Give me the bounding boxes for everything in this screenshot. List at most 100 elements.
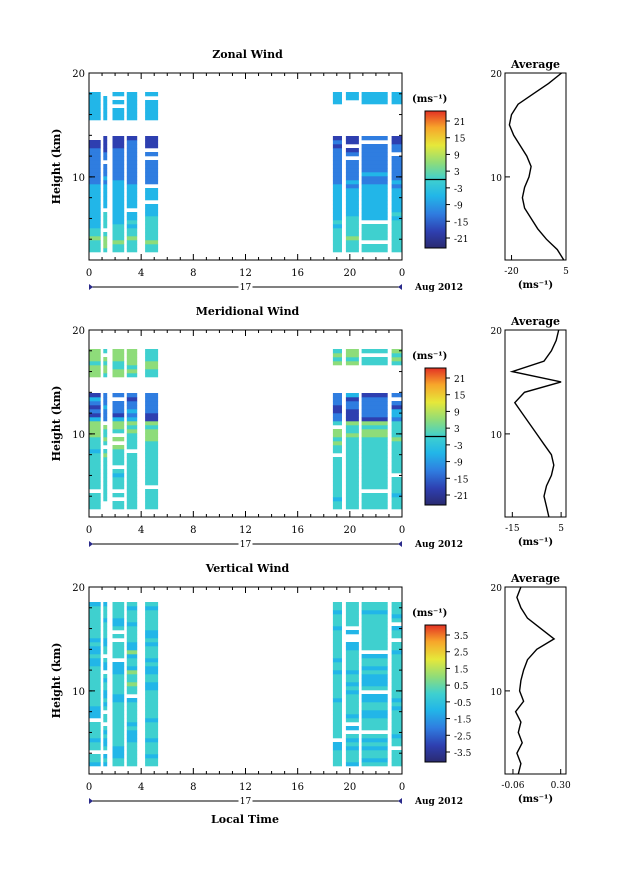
colorbar-tick-label: -21 (454, 492, 469, 502)
heatmap-cell (89, 477, 101, 482)
heatmap-cell (361, 136, 388, 141)
heatmap-cell (361, 232, 388, 237)
heatmap-cell (89, 606, 101, 611)
heatmap-cell (332, 188, 342, 193)
heatmap-cell (103, 658, 108, 663)
heatmap-cell (112, 393, 125, 398)
heatmap-cell (391, 216, 402, 221)
heatmap-cell (126, 750, 138, 755)
heatmap-cell (103, 634, 108, 639)
heatmap-cell (112, 734, 125, 739)
colorbar-tick-label: 9 (454, 151, 460, 161)
heatmap-cell (145, 441, 159, 446)
heatmap-cell (332, 172, 342, 177)
heatmap-cell (391, 626, 402, 631)
heatmap-cell (332, 349, 342, 354)
heatmap-cell (391, 485, 402, 490)
heatmap-cell (112, 148, 125, 153)
heatmap-cell (391, 433, 402, 438)
heatmap-cell (345, 473, 359, 478)
heatmap-cell (345, 212, 359, 217)
heatmap-cell (391, 726, 402, 731)
heatmap-cell (126, 646, 138, 651)
heatmap-cell (89, 176, 101, 181)
heatmap-cell (391, 690, 402, 695)
heatmap-cell (361, 148, 388, 153)
heatmap-cell (112, 216, 125, 221)
heatmap-cell (145, 429, 159, 434)
heatmap-cell (332, 722, 342, 727)
heatmap-cell (391, 413, 402, 418)
heatmap-cell (112, 602, 125, 607)
heatmap-cell (126, 754, 138, 759)
heatmap-cell (332, 433, 342, 438)
heatmap-cell (145, 634, 159, 639)
heatmap-cell (332, 437, 342, 442)
y-tick-label: 10 (72, 687, 85, 698)
heatmap-cell (332, 678, 342, 683)
heatmap-cell (361, 461, 388, 466)
heatmap-cell (126, 240, 138, 245)
heatmap-cell (345, 160, 359, 165)
heatmap-cell (391, 682, 402, 687)
heatmap-cell (112, 762, 125, 767)
heatmap-cell (391, 750, 402, 755)
heatmap-cell (145, 449, 159, 454)
heatmap-cell (345, 248, 359, 253)
heatmap-cell (103, 96, 108, 101)
heatmap-cell (112, 196, 125, 201)
colorbar-tick-label: 15 (454, 135, 466, 145)
heatmap-cell (332, 614, 342, 619)
heatmap-cell (361, 349, 388, 354)
heatmap-cell (145, 722, 159, 727)
heatmap-cell (112, 164, 125, 169)
heatmap-cell (361, 457, 388, 462)
heatmap-cell (391, 453, 402, 458)
heatmap-cell (361, 702, 388, 707)
heatmap-cell (332, 192, 342, 197)
heatmap-cell (361, 236, 388, 241)
heatmap-cell (332, 224, 342, 229)
heatmap-cell (126, 200, 138, 205)
heatmap-cell (361, 686, 388, 691)
heatmap-cell (126, 666, 138, 671)
heatmap-cell (391, 602, 402, 607)
heatmap-cell (112, 738, 125, 743)
heatmap-cell (391, 642, 402, 647)
heatmap-cell (391, 184, 402, 189)
heatmap-cell (361, 437, 388, 442)
heatmap-cell (103, 184, 108, 189)
heatmap-cell (361, 654, 388, 659)
x-tick-label: 16 (291, 525, 304, 536)
colorbar-unit: (ms⁻¹) (412, 94, 447, 105)
heatmap-cell (112, 698, 125, 703)
heatmap-cell (345, 489, 359, 494)
heatmap-cell (89, 365, 101, 370)
heatmap-cell (361, 192, 388, 197)
heatmap-cell (391, 497, 402, 502)
heatmap-cell (145, 172, 159, 177)
heatmap-cell (112, 429, 125, 434)
heatmap-cell (332, 489, 342, 494)
heatmap-cell (391, 100, 402, 105)
heatmap-cell (126, 92, 138, 97)
heatmap-cell (112, 626, 125, 631)
heatmap-cell (126, 734, 138, 739)
heatmap-cell (126, 224, 138, 229)
x-tick-label: 12 (239, 782, 252, 793)
heatmap-cell (89, 108, 101, 113)
heatmap-cell (89, 469, 101, 474)
heatmap-cell (126, 409, 138, 414)
heatmap-cell (126, 353, 138, 358)
heatmap-cell (332, 746, 342, 751)
heatmap-cell (145, 602, 159, 607)
heatmap-cell (332, 180, 342, 185)
heatmap-cell (345, 445, 359, 450)
heatmap-cell (345, 698, 359, 703)
heatmap-cell (145, 758, 159, 763)
heatmap-cell (89, 465, 101, 470)
heatmap-cell (391, 449, 402, 454)
heatmap-cell (391, 501, 402, 506)
heatmap-cell (126, 678, 138, 683)
colorbar-tick-label: 9 (454, 408, 460, 418)
